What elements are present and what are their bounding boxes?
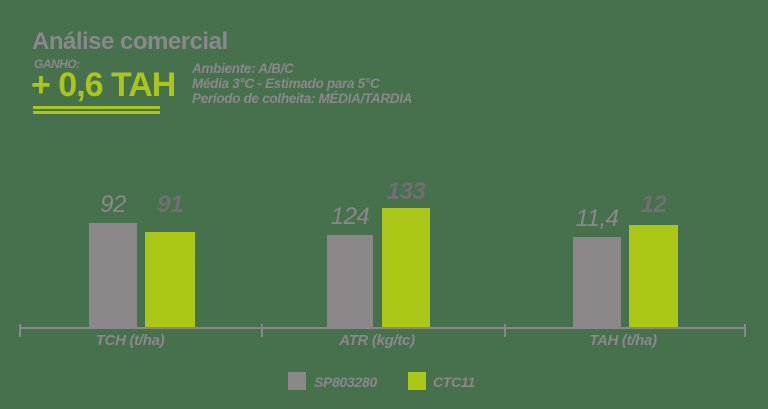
axis-tick [19, 324, 21, 337]
gain-underline-top [33, 106, 160, 109]
info-line-media: Média 3°C - Estimado para 5°C [192, 76, 380, 91]
legend-label-ctc11: CTC11 [433, 374, 475, 390]
bar-value-sp803280-tah: 11,4 [575, 205, 619, 232]
info-line-periodo: Período de colheita: MÉDIA/TARDIA [192, 91, 413, 106]
bar-sp803280-atr [327, 235, 373, 327]
axis-label-tch: TCH (t/ha) [95, 332, 165, 349]
page-title: Análise comercial [32, 28, 228, 55]
bar-value-ctc11-tah: 12 [640, 191, 667, 218]
legend-label-sp803280: SP803280 [314, 374, 377, 390]
bar-value-sp803280-atr: 124 [330, 203, 370, 230]
axis-tick [504, 324, 506, 337]
bar-ctc11-tch [145, 232, 195, 327]
conditions-info-block: Ambiente: A/B/C Média 3°C - Estimado par… [192, 61, 412, 106]
bar-value-sp803280-tch: 92 [100, 191, 126, 218]
axis-label-atr: ATR (kg/tc) [339, 332, 415, 349]
gain-underline-bottom [33, 111, 160, 114]
bar-ctc11-tah [629, 225, 678, 327]
axis-label-tah: TAH (t/ha) [589, 332, 657, 349]
bar-sp803280-tah [573, 237, 621, 327]
bar-ctc11-atr [382, 208, 430, 327]
legend-swatch-ctc11 [408, 372, 426, 390]
bar-value-ctc11-atr: 133 [386, 178, 426, 205]
axis-tick [744, 324, 746, 337]
bar-value-ctc11-tch: 91 [157, 191, 183, 218]
gain-value: + 0,6 TAH [31, 66, 176, 104]
axis-tick [261, 324, 263, 337]
bar-sp803280-tch [89, 223, 137, 327]
legend-swatch-sp803280 [288, 372, 306, 390]
gain-label: GANHO: [34, 57, 80, 71]
x-axis-line [20, 327, 746, 329]
info-line-ambiente: Ambiente: A/B/C [192, 61, 294, 76]
